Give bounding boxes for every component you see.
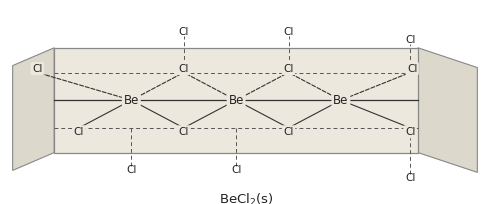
Text: Cl: Cl [179, 27, 189, 37]
Text: Cl: Cl [126, 165, 136, 175]
Text: Cl: Cl [283, 27, 294, 37]
Text: Cl: Cl [283, 64, 294, 74]
Polygon shape [418, 48, 477, 172]
Text: Cl: Cl [179, 64, 189, 74]
Text: Cl: Cl [231, 165, 241, 175]
Text: Cl: Cl [407, 64, 417, 74]
Text: Cl: Cl [405, 173, 415, 183]
Text: Be: Be [124, 94, 139, 107]
Text: Cl: Cl [405, 35, 415, 45]
Text: Cl: Cl [179, 127, 189, 137]
Text: Cl: Cl [283, 127, 294, 137]
Text: BeCl$_2$(s): BeCl$_2$(s) [218, 192, 273, 204]
Text: Cl: Cl [32, 64, 43, 74]
Text: Cl: Cl [74, 127, 84, 137]
Text: Be: Be [228, 94, 244, 107]
Text: Be: Be [333, 94, 349, 107]
Text: Cl: Cl [405, 127, 415, 137]
Polygon shape [54, 48, 418, 153]
Polygon shape [13, 48, 54, 170]
